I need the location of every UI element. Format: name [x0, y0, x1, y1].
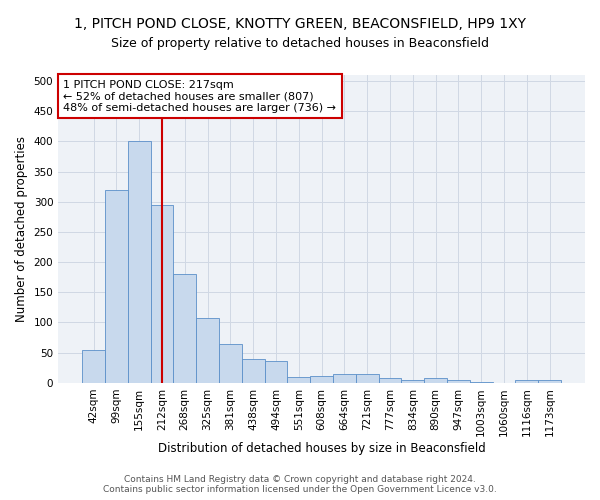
Bar [447, 380, 470, 383]
Bar [196, 318, 219, 383]
X-axis label: Distribution of detached houses by size in Beaconsfield: Distribution of detached houses by size … [158, 442, 485, 455]
Text: 1 PITCH POND CLOSE: 217sqm
← 52% of detached houses are smaller (807)
48% of sem: 1 PITCH POND CLOSE: 217sqm ← 52% of deta… [64, 80, 337, 113]
Bar [333, 374, 356, 383]
Bar [538, 380, 561, 383]
Bar [356, 374, 379, 383]
Bar [82, 350, 105, 383]
Bar [128, 142, 151, 383]
Y-axis label: Number of detached properties: Number of detached properties [15, 136, 28, 322]
Bar [310, 376, 333, 383]
Bar [401, 380, 424, 383]
Bar [424, 378, 447, 383]
Bar [265, 361, 287, 383]
Text: 1, PITCH POND CLOSE, KNOTTY GREEN, BEACONSFIELD, HP9 1XY: 1, PITCH POND CLOSE, KNOTTY GREEN, BEACO… [74, 18, 526, 32]
Text: Size of property relative to detached houses in Beaconsfield: Size of property relative to detached ho… [111, 38, 489, 51]
Bar [470, 382, 493, 383]
Bar [287, 377, 310, 383]
Bar [219, 344, 242, 383]
Bar [515, 380, 538, 383]
Bar [173, 274, 196, 383]
Bar [105, 190, 128, 383]
Bar [151, 205, 173, 383]
Bar [379, 378, 401, 383]
Bar [242, 358, 265, 383]
Text: Contains HM Land Registry data © Crown copyright and database right 2024.
Contai: Contains HM Land Registry data © Crown c… [103, 474, 497, 494]
